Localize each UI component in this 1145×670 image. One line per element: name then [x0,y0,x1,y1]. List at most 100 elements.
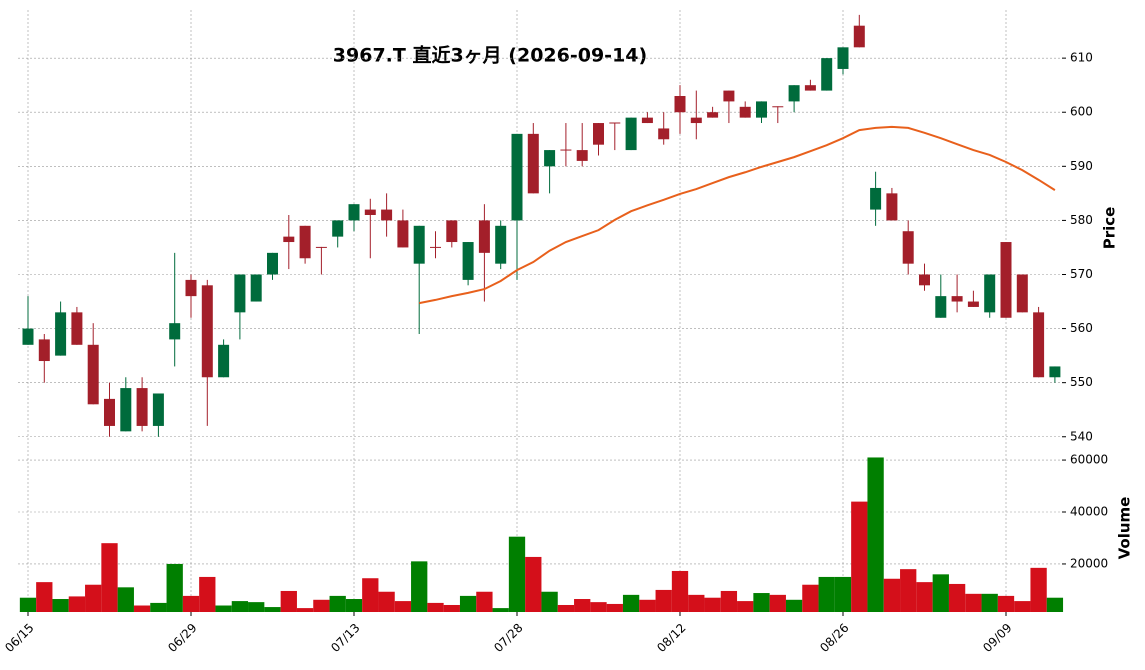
volume-bar [948,583,966,612]
volume-bar [508,536,526,612]
volume-bar [329,595,346,612]
volume-bar [737,601,754,612]
volume-bar [133,605,151,612]
volume-bar [345,599,363,612]
candle-body [723,90,735,102]
candle-body [674,96,686,113]
volume-bar [36,582,53,612]
chart-title: 3967.T 直近3ヶ月 (2026-09-14) [333,44,647,67]
candle-body [658,128,670,140]
volume-bar [525,556,542,612]
price-axis-label: Price [1101,207,1119,250]
candle-body [756,101,767,118]
volume-bar [85,584,102,612]
volume-bar [166,563,183,612]
candle-body [478,220,490,253]
y-tick-label: 540 [1070,429,1093,443]
x-tick-label: 06/15 [2,621,36,655]
candle-body [55,312,67,356]
y-tick-label: 20000 [1070,556,1108,570]
y-tick-label: 60000 [1070,453,1108,467]
volume-bar [704,597,721,612]
volume-bar [867,457,884,612]
candle-body [544,150,556,167]
volume-bar [655,589,672,612]
candle-body [104,398,115,426]
y-tick-label: 550 [1070,375,1093,389]
candle-body [593,123,604,145]
candle-body [625,117,637,151]
candle-body [315,246,327,248]
x-tick-label: 08/26 [817,621,851,655]
volume-bar [818,576,835,612]
candle-body [348,204,360,221]
candle-body [527,133,539,194]
volume-bar [1046,597,1064,612]
candle-body [381,209,393,221]
volume-bar [916,582,933,612]
volume-bar [753,593,770,612]
y-tick-label: 580 [1070,213,1093,227]
volume-bar [362,578,379,612]
volume-bar [769,594,786,612]
candle-body [71,312,83,345]
volume-bar [248,602,265,612]
candle-body [967,301,979,307]
candle-body [1049,366,1061,378]
candle-body [707,112,719,118]
volume-bar [883,578,901,612]
candle-body [364,209,376,215]
candle-body [283,236,295,243]
candle-body [169,323,181,340]
candle-body [951,296,963,302]
volume-bar [900,569,917,612]
volume-bar [476,591,493,612]
candle-body [853,25,865,48]
candle-body [886,193,898,221]
x-tick-label: 07/13 [328,621,362,655]
volume-bar [182,595,200,612]
volume-bar [606,603,623,612]
volume-bar [231,601,249,612]
volume-bar [1014,601,1031,612]
candle-body [919,274,930,286]
candle-body [462,242,474,280]
volume-axis-label: Volume [1116,497,1134,560]
candle-body [430,246,441,248]
volume-bar [492,608,509,612]
volume-bar [981,593,998,612]
volume-bar [574,599,591,612]
candle-body [152,393,164,426]
candle-body [1016,274,1028,313]
volume-bar [52,599,69,612]
volume-bar [997,595,1015,612]
candle-body [560,149,572,151]
candle-body [136,388,148,426]
x-tick-label: 08/12 [654,621,688,655]
volume-bar [834,576,852,612]
volume-bar [117,587,134,612]
y-tick-label: 560 [1070,321,1093,335]
volume-bar [215,605,232,612]
volume-bar [639,599,656,612]
candle-body [267,252,278,275]
candle-body [120,388,132,432]
volume-bar [19,597,37,612]
candle-body [38,339,50,362]
candle-body [804,85,816,91]
candle-body [772,106,784,108]
volume-bar [280,590,297,612]
volume-bar [411,561,428,612]
candle-body [1033,312,1045,378]
y-tick-label: 570 [1070,267,1093,281]
volume-bar [378,591,395,612]
candle-body [984,274,996,313]
candle-body [609,122,621,124]
y-tick-label: 610 [1070,51,1093,65]
volume-bar [541,591,558,612]
volume-bar [1030,567,1047,612]
volume-bar [785,599,803,612]
volume-bar [101,543,118,612]
